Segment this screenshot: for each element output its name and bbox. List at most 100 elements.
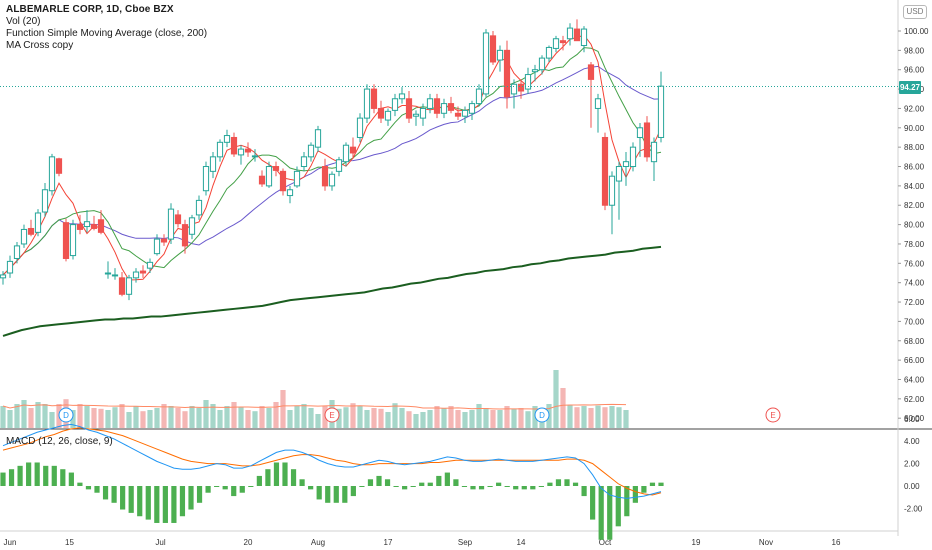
macd-indicator-label[interactable]: MACD (12, 26, close, 9): [6, 436, 113, 447]
macd-histogram-bar: [615, 486, 621, 527]
time-axis-tick: 15: [65, 538, 74, 547]
event-marker-label: E: [770, 411, 775, 420]
candle-body: [342, 144, 350, 163]
macd-histogram-bar: [402, 486, 408, 490]
price-axis-tick: 64.00: [904, 375, 925, 384]
candle-body: [475, 88, 483, 105]
macd-histogram-bar: [0, 472, 6, 486]
macd-histogram-bar: [564, 479, 570, 486]
macd-histogram-bar: [555, 479, 562, 486]
time-axis-tick: Nov: [759, 538, 773, 547]
candle-body: [139, 270, 147, 274]
macd-histogram-bar: [17, 465, 23, 486]
candle-body: [538, 57, 546, 71]
macd-line: [2, 423, 662, 499]
candle-body: [265, 166, 273, 187]
volume-bar: [469, 410, 475, 428]
price-axis-tick: 82.00: [904, 201, 925, 210]
candle-body: [13, 245, 21, 259]
candle-body: [195, 199, 203, 216]
volume-bar: [231, 402, 237, 428]
ma-cross-indicator-label[interactable]: MA Cross copy: [6, 40, 74, 51]
volume-indicator-label[interactable]: Vol (20): [6, 16, 41, 27]
candle-body: [20, 228, 28, 245]
macd-histogram-bar: [316, 486, 322, 500]
candle-body: [111, 274, 119, 277]
macd-histogram-bar: [256, 475, 262, 486]
candle-body: [503, 49, 511, 98]
price-axis-tick: 100.00: [904, 27, 929, 36]
currency-badge[interactable]: USD: [903, 5, 927, 19]
candle-body: [377, 107, 385, 119]
candle-body: [167, 208, 175, 240]
candle-body: [552, 38, 560, 49]
volume-bar: [560, 388, 566, 428]
volume-bar: [427, 410, 433, 428]
macd-histogram-bar: [128, 486, 134, 513]
candle-body: [468, 103, 476, 114]
candle-body: [188, 217, 196, 235]
candle-body: [48, 156, 56, 192]
volume-bar: [609, 406, 615, 428]
price-axis-tick: 74.00: [904, 279, 925, 288]
candle-body: [349, 146, 357, 154]
volume-bar: [525, 411, 531, 428]
volume-bar: [133, 406, 139, 428]
macd-histogram-bar: [77, 482, 83, 486]
volume-bar: [420, 412, 426, 428]
volume-bar: [406, 411, 412, 428]
price-axis-tick: 62.00: [904, 395, 925, 404]
volume-bar: [147, 410, 153, 428]
macd-histogram-bar: [658, 482, 664, 486]
macd-histogram-bar: [444, 472, 450, 486]
macd-histogram-bar: [333, 486, 339, 503]
volume-bar: [392, 403, 398, 428]
macd-histogram-bar: [102, 486, 109, 500]
macd-histogram-bar: [248, 486, 254, 487]
volume-bar: [385, 412, 391, 428]
macd-histogram-bar: [478, 486, 485, 490]
volume-bar: [364, 410, 370, 428]
candle-body: [223, 135, 231, 143]
candle-body: [489, 35, 497, 63]
macd-histogram-bar: [154, 486, 160, 523]
price-axis-tick: 98.00: [904, 46, 925, 55]
candle-body: [363, 88, 371, 119]
volume-bar: [168, 406, 174, 428]
candle-body: [496, 49, 504, 61]
macd-histogram-bar: [350, 486, 356, 497]
volume-bar: [448, 406, 454, 428]
candle-body: [300, 156, 308, 168]
sma-indicator-label[interactable]: Function Simple Moving Average (close, 2…: [6, 28, 208, 39]
candle-body: [580, 28, 588, 47]
price-axis-tick: 96.00: [904, 66, 925, 75]
candle-body: [279, 170, 287, 192]
macd-histogram-bar: [94, 486, 100, 493]
candle-body: [356, 117, 364, 138]
time-axis-tick: 17: [384, 538, 393, 547]
candle-body: [433, 98, 441, 114]
volume-bar: [21, 400, 27, 428]
volume-bar: [602, 407, 608, 428]
candle-body: [608, 175, 616, 206]
volume-bar: [49, 412, 55, 428]
candle-body: [104, 272, 112, 275]
candle-body: [181, 224, 189, 247]
macd-histogram-bar: [239, 486, 245, 493]
volume-bar: [203, 400, 209, 428]
candle-body: [202, 166, 210, 192]
macd-histogram-bar: [8, 469, 15, 486]
volume-bar: [581, 406, 587, 428]
volume-bar: [98, 408, 104, 428]
event-marker-label: E: [329, 411, 334, 420]
symbol-title[interactable]: ALBEMARLE CORP, 1D, Cboe BZX: [6, 4, 174, 15]
macd-axis-tick: 0.00: [904, 482, 920, 491]
volume-bar: [105, 410, 111, 428]
candle-body: [216, 141, 224, 158]
candle-body: [62, 222, 70, 259]
macd-histogram-bar: [513, 486, 519, 490]
event-marker-icon: [534, 407, 550, 423]
candle-body: [153, 238, 161, 255]
macd-histogram-bar: [521, 486, 527, 490]
